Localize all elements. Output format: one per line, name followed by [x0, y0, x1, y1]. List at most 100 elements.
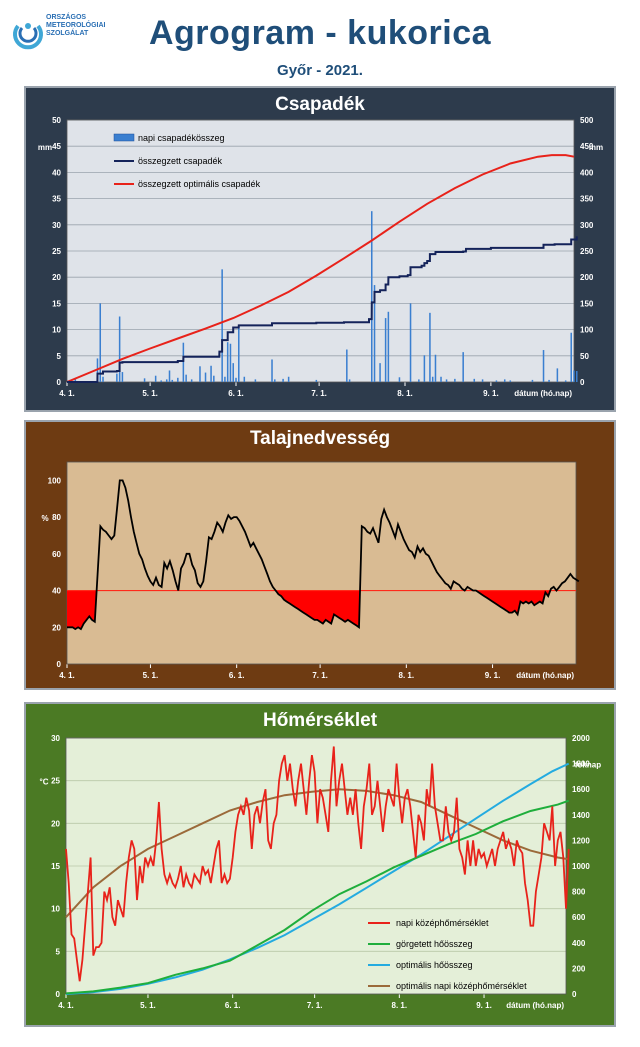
x-tick-label: 7. 1. [312, 671, 328, 680]
y-tick-label: 30 [52, 221, 61, 230]
y-tick-label: 10 [51, 905, 60, 914]
y2-tick-label: 50 [580, 352, 589, 361]
precip-bar [418, 379, 420, 382]
x-tick-label: 7. 1. [311, 389, 327, 398]
precip-bar [143, 378, 146, 382]
x-tick-label: 4. 1. [59, 671, 75, 680]
legend-label: optimális napi középhőmérséklet [396, 981, 527, 991]
precip-bar [229, 343, 232, 382]
y-tick-label: 30 [51, 734, 60, 743]
y-axis-label: % [41, 514, 48, 523]
y-tick-label: 100 [48, 476, 62, 485]
precip-bar [190, 379, 193, 382]
y-tick-label: 5 [57, 352, 62, 361]
deficit-area [275, 590, 361, 628]
precip-bar [473, 378, 476, 382]
x-tick-label: 4. 1. [59, 389, 75, 398]
y-tick-label: 20 [52, 623, 61, 632]
precip-bar [573, 370, 575, 382]
y-tick-label: 15 [51, 862, 60, 871]
y2-tick-label: 300 [580, 221, 594, 230]
y2-axis-label: mm [589, 143, 603, 152]
daily-mean-temp-line [65, 746, 570, 982]
temperature-chart: 0 5 10 15 20 25 30 0 200 400 600 800 1000 1200 1400 160… [40, 734, 602, 1010]
precip-bar [213, 375, 215, 382]
precip-bar [204, 372, 207, 382]
y-tick-label: 45 [52, 142, 61, 151]
y2-axis-label: foknap [575, 761, 601, 770]
precip-bar [235, 377, 237, 382]
legend-label: optimális hőösszeg [396, 960, 473, 970]
y2-tick-label: 250 [580, 247, 594, 256]
precip-bar [102, 376, 104, 382]
precip-bar [431, 376, 434, 382]
precip-bar [423, 355, 426, 382]
soil-moisture-panel: Talajnedvesség 0 20 40 60 80 100 4. 1. 5. 1. 6. … [24, 420, 616, 690]
y2-tick-label: 350 [580, 195, 594, 204]
y2-tick-label: 1200 [572, 836, 590, 845]
y-tick-label: 0 [57, 378, 62, 387]
page-subtitle: Győr - 2021. [277, 62, 363, 79]
precip-bar [542, 350, 545, 382]
x-tick-label: 5. 1. [140, 1001, 156, 1010]
precip-bar [74, 379, 77, 382]
precipitation-chart: 0510152025303540455005010015020025030035… [38, 116, 603, 398]
x-tick-label: 5. 1. [143, 671, 159, 680]
precip-bar [160, 380, 162, 382]
soil-moisture-chart: 0 20 40 60 80 100 4. 1. 5. 1. 6. 1. 7. 1. 8. 1. 9. … [41, 461, 580, 680]
precip-bar [182, 342, 185, 382]
y-tick-label: 5 [56, 947, 61, 956]
x-axis-label: dátum (hó.nap) [514, 389, 572, 398]
x-tick-label: 4. 1. [58, 1001, 74, 1010]
precip-bar [462, 352, 464, 382]
y-tick-label: 50 [52, 116, 61, 125]
precip-bar [282, 378, 284, 382]
precip-bar [121, 372, 124, 382]
precip-bar [398, 377, 401, 382]
logo-line: ORSZÁGOS [46, 14, 87, 21]
precip-bar [315, 379, 318, 382]
precip-bar [503, 379, 506, 382]
y-tick-label: 40 [52, 587, 61, 596]
y-tick-label: 80 [52, 513, 61, 522]
y2-tick-label: 200 [580, 273, 594, 282]
precip-bar [576, 370, 578, 382]
y-tick-label: 60 [52, 550, 61, 559]
soil-moisture-line [67, 479, 580, 631]
precip-bar [379, 363, 381, 382]
legend-label: görgetett hőösszeg [396, 939, 473, 949]
plot-border [66, 461, 577, 665]
x-tick-label: 6. 1. [228, 389, 244, 398]
x-tick-label: 8. 1. [392, 1001, 408, 1010]
x-tick-label: 9. 1. [485, 671, 501, 680]
temperature-title: Hőmérséklet [262, 710, 378, 731]
page-title: Agrogram - kukorica [148, 14, 492, 52]
precip-bar [509, 380, 512, 382]
precip-bar [232, 363, 234, 382]
precip-bar [221, 269, 223, 382]
precip-bar [177, 377, 179, 382]
precip-bar [429, 312, 431, 382]
logo-line: METEOROLÓGIAI [46, 22, 106, 29]
legend-swatch [113, 133, 135, 142]
omsz-logo-icon [13, 23, 43, 50]
y-tick-label: 40 [52, 168, 61, 177]
y-axis-label: °C [40, 778, 49, 787]
y-tick-label: 0 [57, 660, 62, 669]
precip-bar [168, 370, 171, 382]
precip-bar [171, 379, 174, 382]
precip-bar [384, 318, 387, 382]
deficit-area [473, 590, 551, 615]
precip-bar [481, 379, 484, 382]
precip-bar [154, 375, 157, 382]
y2-tick-label: 450 [580, 142, 594, 151]
legend-label: összegzett csapadék [138, 156, 223, 166]
precip-bar [116, 373, 118, 382]
y2-tick-label: 1400 [572, 811, 590, 820]
x-axis-label: dátum (hó.nap) [516, 671, 574, 680]
plot-border [65, 737, 567, 995]
precip-bar [548, 379, 550, 382]
x-tick-label: 9. 1. [483, 389, 499, 398]
precip-bar [570, 332, 572, 382]
precip-bar [454, 378, 456, 382]
